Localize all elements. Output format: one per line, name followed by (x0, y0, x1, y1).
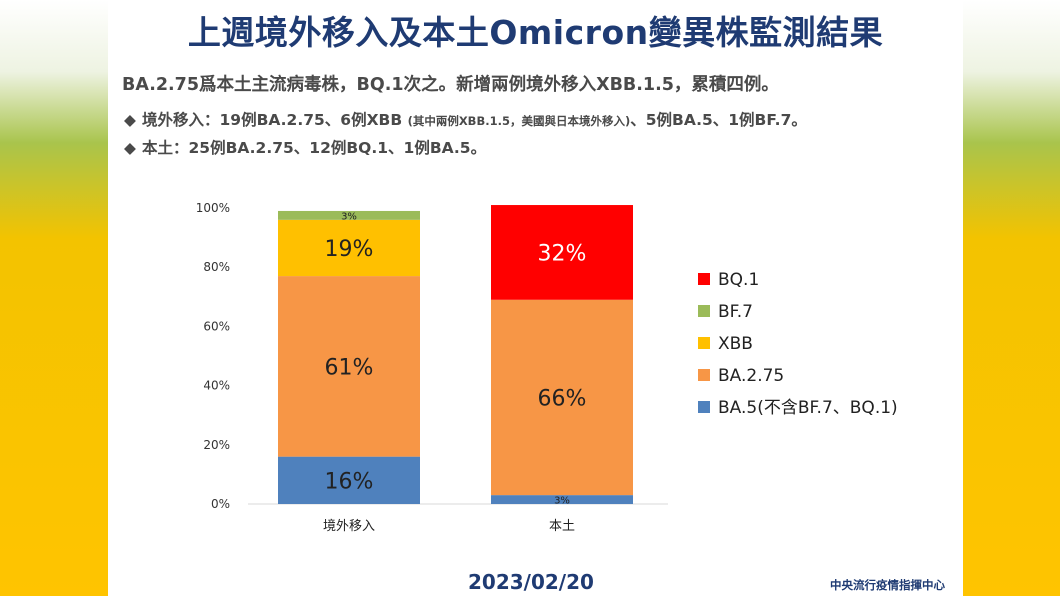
legend-label: BF.7 (718, 302, 753, 322)
organization-name: 中央流行疫情指揮中心 (830, 578, 945, 592)
legend-swatch (698, 337, 710, 349)
legend-swatch (698, 401, 710, 413)
data-label: 19% (325, 237, 374, 262)
data-label: 16% (325, 469, 374, 494)
bullet-local: ◆ 本土：25例BA.2.75、12例BQ.1、1例BA.5。 (124, 136, 486, 158)
bar-segment (491, 205, 633, 300)
y-tick-label: 80% (203, 260, 230, 274)
y-tick-label: 20% (203, 438, 230, 452)
left-decor-stripe (0, 0, 108, 596)
legend-label: BA.2.75 (718, 366, 784, 386)
data-label: 66% (538, 386, 587, 411)
legend-swatch (698, 305, 710, 317)
slide: 上週境外移入及本土Omicron變異株監測結果 BA.2.75爲本土主流病毒株，… (108, 0, 963, 596)
legend-label: BA.5(不含BF.7、BQ.1) (718, 398, 898, 418)
legend-label: BQ.1 (718, 270, 759, 290)
bar-segment (278, 210, 420, 220)
bullet-imported: ◆ 境外移入：19例BA.2.75、6例XBB (其中兩例XBB.1.5，美國與日… (124, 108, 807, 130)
y-tick-label: 100% (196, 201, 230, 215)
bullet-imported-tail: 、5例BA.5、1例BF.7。 (630, 111, 807, 129)
bar-segment (491, 299, 633, 496)
data-label: 32% (538, 241, 587, 266)
bullet-local-text: 本土：25例BA.2.75、12例BQ.1、1例BA.5。 (142, 139, 487, 157)
data-label: 3% (554, 496, 570, 507)
y-tick-label: 40% (203, 379, 230, 393)
y-tick-label: 60% (203, 319, 230, 333)
data-label: 3% (341, 211, 357, 222)
bullet-imported-main: 境外移入：19例BA.2.75、6例XBB (142, 111, 408, 129)
diamond-bullet-icon: ◆ (124, 139, 136, 157)
x-category-label: 境外移入 (323, 519, 375, 534)
right-decor-stripe (952, 0, 1060, 596)
slide-title: 上週境外移入及本土Omicron變異株監測結果 (187, 13, 884, 52)
bar-segment (278, 219, 420, 277)
legend-swatch (698, 369, 710, 381)
bullet-imported-note: (其中兩例XBB.1.5，美國與日本境外移入) (407, 114, 631, 128)
diamond-bullet-icon: ◆ (124, 111, 136, 129)
bar-segment (278, 276, 420, 457)
y-tick-label: 0% (211, 497, 230, 511)
x-category-label: 本土 (549, 519, 575, 534)
stacked-bar-chart: 0% 20% 40% 60% 80% 100% 16% 61% 19% 3% 境外移入 3% 66% 32… (196, 201, 898, 534)
summary-text: BA.2.75爲本土主流病毒株，BQ.1次之。新增兩例境外移入XBB.1.5，累… (122, 75, 779, 95)
data-label: 61% (325, 355, 374, 380)
bar-segment (491, 495, 633, 504)
legend-swatch (698, 273, 710, 285)
bar-segment (278, 456, 420, 504)
legend-label: XBB (718, 334, 753, 354)
slide-date: 2023/02/20 (468, 570, 594, 594)
